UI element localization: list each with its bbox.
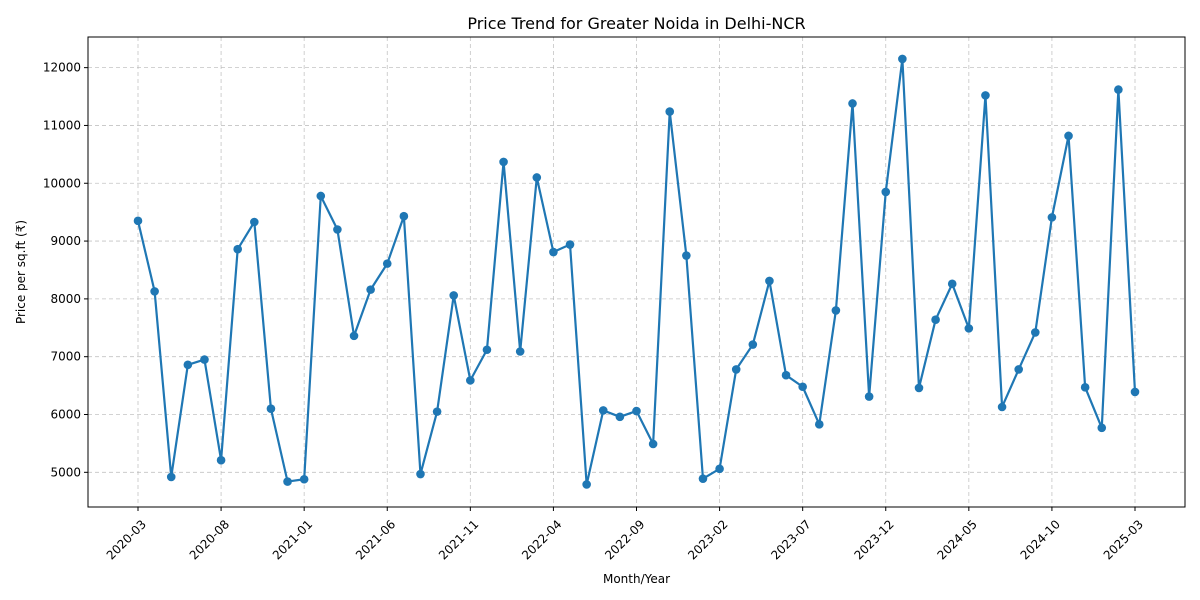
x-tick-label: 2020-08 (187, 517, 232, 562)
data-point (515, 347, 525, 356)
data-point (1114, 85, 1123, 94)
data-point (914, 383, 924, 393)
data-point (382, 259, 392, 268)
data-point (798, 382, 807, 392)
x-tick-label: 2020-03 (104, 517, 149, 562)
y-tick-label: 10000 (43, 176, 81, 190)
data-point (831, 306, 841, 315)
data-point (133, 216, 143, 226)
x-tick-label: 2025-03 (1101, 517, 1146, 562)
data-point (964, 324, 974, 333)
data-point (200, 355, 209, 364)
x-tick-label: 2022-04 (519, 517, 564, 562)
data-point (615, 412, 625, 422)
x-tick-label: 2021-01 (270, 517, 315, 562)
data-point (549, 247, 558, 257)
data-point (349, 331, 359, 341)
y-tick-label: 12000 (43, 61, 81, 75)
data-point (1047, 213, 1057, 222)
y-tick-label: 8000 (50, 292, 81, 306)
data-point (1097, 423, 1107, 433)
data-point (748, 340, 758, 349)
data-point (1064, 131, 1073, 141)
data-point (1130, 387, 1140, 397)
data-point (150, 287, 159, 296)
data-point (682, 251, 691, 260)
data-point (648, 439, 658, 449)
y-tick-label: 11000 (43, 118, 81, 132)
x-tick-label: 2021-06 (353, 517, 398, 562)
x-axis: 2020-03 2020-08 2021-01 2021-06 2021-11 2022-… (104, 507, 1146, 563)
data-point (333, 225, 342, 234)
data-point (399, 211, 409, 221)
data-point (532, 173, 542, 182)
data-point (715, 464, 724, 474)
data-point (1080, 383, 1090, 392)
x-tick-label: 2024-05 (935, 517, 980, 562)
data-point (499, 157, 508, 167)
data-point (898, 54, 907, 64)
data-point (283, 477, 292, 486)
data-point (299, 474, 309, 484)
data-point (947, 279, 957, 289)
data-point (183, 360, 193, 370)
y-axis: 5000 6000 7000 8000 9000 10000 11000 12000 (43, 61, 88, 479)
data-point (781, 370, 791, 380)
x-tick-label: 2021-11 (436, 517, 481, 562)
data-point (981, 91, 990, 100)
data-point (266, 404, 276, 414)
data-point (216, 455, 226, 465)
grid (88, 37, 1185, 507)
data-point (765, 276, 774, 286)
data-point (366, 285, 375, 294)
data-point (565, 240, 575, 249)
data-point (698, 474, 708, 483)
x-tick-label: 2023-07 (768, 517, 813, 562)
data-point (864, 392, 874, 401)
data-point (848, 99, 857, 108)
data-point (432, 407, 442, 416)
data-point (665, 107, 675, 116)
data-point (1014, 365, 1023, 374)
data-point (881, 187, 891, 197)
y-tick-label: 9000 (50, 234, 81, 248)
data-point (233, 244, 242, 254)
data-point (250, 217, 259, 227)
y-tick-label: 6000 (50, 408, 81, 422)
x-axis-label: Month/Year (603, 572, 670, 586)
data-point (582, 480, 591, 489)
series-layer (133, 54, 1140, 489)
data-point (449, 291, 459, 300)
x-tick-label: 2023-12 (851, 517, 896, 562)
data-point (1031, 328, 1040, 337)
x-tick-label: 2023-02 (685, 517, 730, 562)
data-point (814, 420, 824, 429)
y-axis-label: Price per sq.ft (₹) (14, 220, 28, 324)
data-point (466, 376, 475, 385)
y-tick-label: 7000 (50, 350, 81, 364)
data-point (166, 472, 176, 482)
data-point (632, 406, 641, 416)
data-point (598, 406, 608, 415)
x-tick-label: 2022-09 (602, 517, 647, 562)
y-tick-label: 5000 (50, 465, 81, 479)
data-point (931, 315, 940, 324)
data-point (482, 345, 492, 355)
x-tick-label: 2024-10 (1018, 517, 1063, 562)
chart-title: Price Trend for Greater Noida in Delhi-N… (467, 14, 805, 33)
data-point (416, 469, 425, 479)
data-point (997, 402, 1007, 412)
data-point (731, 365, 741, 374)
data-point (316, 191, 326, 201)
